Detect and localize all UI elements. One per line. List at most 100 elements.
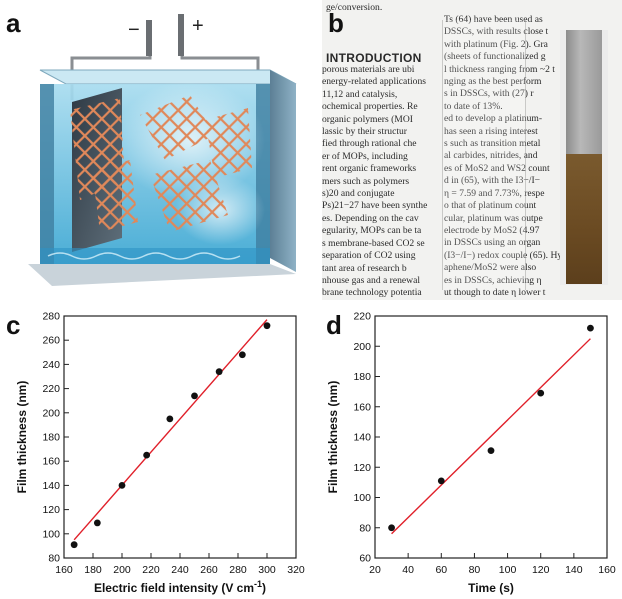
data-point — [587, 324, 594, 332]
doc-line: to date of 13%. — [444, 100, 503, 112]
x-axis-label: Electric field intensity (V cm-1) — [94, 579, 266, 595]
data-point — [487, 447, 495, 455]
doc-line: has seen a rising interest — [444, 125, 538, 137]
doc-line: es. Depending on the cav — [322, 212, 419, 224]
x-tick-label: 320 — [287, 564, 305, 576]
doc-line: separation of CO2 using — [322, 250, 416, 262]
doc-line: ut though to date η lower t — [444, 286, 546, 298]
doc-line: nging as the best perform — [444, 76, 542, 88]
y-axis-label: Film thickness (nm) — [326, 381, 340, 494]
y-tick-label: 140 — [353, 432, 371, 444]
y-tick-label: 260 — [42, 335, 60, 347]
x-tick-label: 140 — [565, 564, 583, 576]
doc-line: s such as transition metal — [444, 138, 541, 150]
panel-b-photo: ge/conversion. INTRODUCTION porous mater… — [322, 0, 622, 300]
doc-line: s)20 and conjugate — [322, 188, 395, 200]
x-tick-label: 260 — [200, 564, 218, 576]
x-tick-label: 300 — [258, 564, 276, 576]
x-axis-label-text: Time (s) — [468, 581, 514, 595]
doc-line: egularity, MOPs can be ta — [322, 225, 422, 237]
x-axis-label-end: ) — [262, 581, 266, 595]
tank-side — [270, 70, 296, 272]
doc-line: electrode by MoS2 (4.97 — [444, 224, 540, 236]
doc-top-line: ge/conversion. — [326, 2, 383, 13]
doc-line: Ps)21−27 have been synthe — [322, 200, 428, 212]
doc-line: (sheets of functionalized g — [444, 51, 546, 63]
data-point — [166, 415, 174, 423]
y-tick-label: 120 — [353, 462, 371, 474]
doc-line: lassic by their structur — [322, 126, 407, 138]
data-point — [537, 389, 545, 397]
x-tick-label: 240 — [171, 564, 189, 576]
x-tick-label: 180 — [84, 564, 102, 576]
doc-line: energy-related applications — [322, 76, 426, 88]
battery-negative-plate — [146, 20, 152, 56]
x-tick-label: 60 — [435, 564, 447, 576]
x-tick-label: 20 — [369, 564, 381, 576]
x-tick-label: 40 — [402, 564, 414, 576]
fit-line — [391, 338, 591, 535]
y-tick-label: 180 — [42, 432, 60, 444]
y-tick-label: 160 — [42, 456, 60, 468]
doc-line: l thickness ranging from ~2 t — [444, 63, 555, 75]
doc-line: aphene/MoS2 were also — [444, 262, 537, 274]
doc-line: DSSCs, with results close t — [444, 26, 549, 38]
y-tick-label: 200 — [42, 407, 60, 419]
x-tick-label: 120 — [532, 564, 550, 576]
doc-line: ed to develop a platinum- — [444, 113, 543, 125]
doc-line: rent organic frameworks — [322, 163, 417, 175]
doc-line: o that of platinum count — [444, 200, 537, 212]
x-tick-label: 200 — [113, 564, 131, 576]
doc-line: d in (65), with the I3−/I− — [444, 175, 541, 187]
electrodeposition-cell-illustration: − + — [28, 14, 297, 286]
x-axis-label-text: Electric field intensity (V cm — [94, 581, 254, 595]
data-point — [143, 451, 151, 459]
panel-label-c: c — [6, 310, 21, 340]
doc-line: mers such as polymers — [322, 175, 410, 187]
data-point — [388, 524, 395, 532]
doc-line: es in DSSCs, achieving η — [444, 274, 542, 286]
doc-line: ochemical properties. Re — [322, 101, 418, 113]
doc-line: organic polymers (MOI — [322, 113, 413, 125]
x-tick-label: 280 — [229, 564, 247, 576]
doc-heading: INTRODUCTION — [326, 51, 422, 65]
panel-a-schematic: − + a — [0, 0, 310, 300]
y-tick-label: 140 — [42, 480, 60, 492]
y-tick-label: 100 — [353, 492, 371, 504]
y-tick-label: 220 — [353, 311, 371, 323]
y-tick-label: 80 — [359, 522, 371, 534]
panel-label-b: b — [328, 8, 344, 38]
coated-film — [566, 154, 602, 284]
y-tick-label: 200 — [353, 341, 371, 353]
doc-line: η = 7.59 and 7.73%, respe — [444, 187, 545, 199]
y-tick-label: 220 — [42, 383, 60, 395]
fit-line — [73, 319, 268, 541]
data-point — [118, 482, 126, 489]
plus-sign: + — [192, 15, 204, 37]
y-tick-label: 60 — [359, 553, 371, 565]
doc-line: s in DSSCs, with (27) r — [444, 88, 534, 100]
doc-line: al carbides, nitrides, and — [444, 150, 538, 162]
battery-positive-plate — [178, 14, 184, 56]
doc-right-column: Ts (64) have been used as DSSCs, with res… — [444, 14, 560, 300]
doc-line: (I3−/I−) redox couple (65). Hy — [444, 249, 560, 261]
doc-line: Ts (64) have been used as — [444, 14, 543, 25]
x-axis-label-superscript: -1 — [254, 579, 262, 589]
x-tick-label: 160 — [598, 564, 616, 576]
sample-photo — [560, 30, 608, 285]
y-tick-label: 100 — [42, 528, 60, 540]
x-tick-label: 80 — [469, 564, 481, 576]
doc-line: 11,12 and catalysis, — [322, 88, 398, 100]
y-axis-label: Film thickness (nm) — [15, 381, 29, 494]
framework-fragments — [92, 95, 252, 232]
y-tick-label: 180 — [353, 371, 371, 383]
chart-d-film-vs-time: 20 40 60 80 100 120 140 160 60 80 100 120 140 160 180 2… — [326, 311, 616, 596]
data-point — [238, 351, 246, 359]
panel-label-a: a — [6, 8, 21, 38]
doc-line: cular, platinum was outpe — [444, 212, 543, 224]
panel-label-d: d — [326, 310, 342, 340]
doc-line: tant area of research b — [322, 262, 407, 274]
y-tick-label: 120 — [42, 504, 60, 516]
doc-line: er of MOPs, including — [322, 150, 408, 162]
data-point — [263, 322, 271, 330]
